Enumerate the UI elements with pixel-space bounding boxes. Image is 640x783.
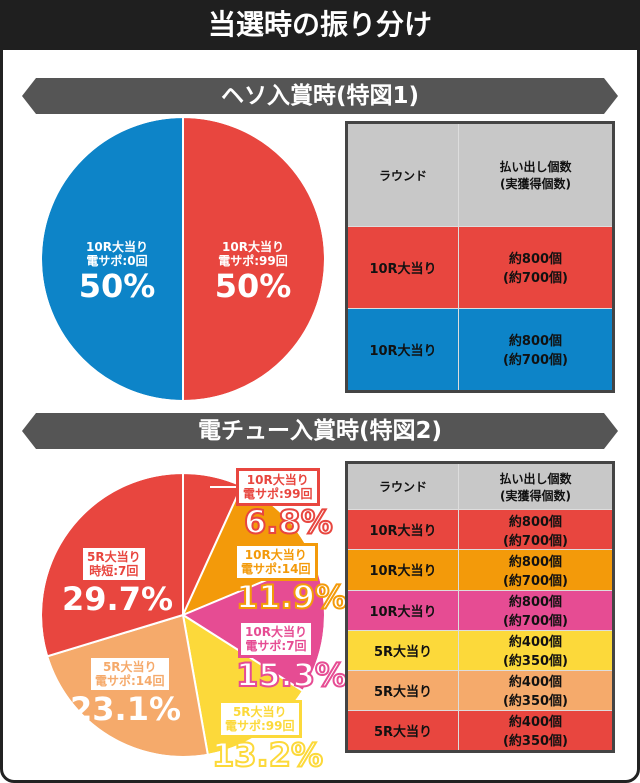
payout-cell: 約800個 (約700個) xyxy=(458,589,614,631)
table-row: 5R大当り 約400個 (約350個) xyxy=(346,669,614,711)
slice-label: 10R大当り xyxy=(222,240,284,254)
table-row: 5R大当り 約400個 (約350個) xyxy=(346,629,614,671)
slice-percent-5: 23.1% xyxy=(70,690,182,728)
slice-label-box-2: 10R大当り 電サポ:14回 xyxy=(234,543,318,581)
slice-percent-6: 29.7% xyxy=(62,580,174,618)
slice-percent: 50% xyxy=(78,267,156,305)
payout-table-2: ラウンド 払い出し個数 (実獲得個数) 10R大当り 約800個 (約700個) 10R大… xyxy=(345,461,615,753)
table-row: 5R大当り 約400個 (約350個) xyxy=(346,709,614,753)
slice-label-box-4: 5R大当り 電サポ:99回 xyxy=(218,700,302,738)
payout-cell: 約400個 (約350個) xyxy=(458,709,614,753)
payout-cell: 約800個 (約700個) xyxy=(458,226,614,309)
round-cell: 5R大当り xyxy=(346,669,459,711)
payout-cell: 約800個 (約700個) xyxy=(458,307,614,393)
section-title-2: 電チュー入賞時(特図2) xyxy=(22,413,618,449)
slice-label-box-5: 5R大当り 電サポ:14回 xyxy=(88,655,172,693)
slice-label-box-6: 5R大当り 時短:7回 xyxy=(80,545,148,583)
table-row: 10R大当り 約800個 (約700個) xyxy=(346,549,614,591)
payout-cell: 約400個 (約350個) xyxy=(458,669,614,711)
round-cell: 10R大当り xyxy=(346,549,459,591)
payout-cell: 約800個 (約700個) xyxy=(458,549,614,591)
slice-label-box-3: 10R大当り 電サポ:7回 xyxy=(238,620,314,658)
pie1-label-blue: 10R大当り 電サポ:0回 50% xyxy=(62,240,172,304)
table-row: 10R大当り 約800個 (約700個) xyxy=(346,589,614,631)
slice-label: 10R大当り xyxy=(86,240,148,254)
round-cell: 10R大当り xyxy=(346,589,459,631)
payout-cell: 約800個 (約700個) xyxy=(458,509,614,551)
pie2-outline xyxy=(40,472,326,758)
section-title-1: ヘソ入賞時(特図1) xyxy=(22,78,618,114)
pie1-outline xyxy=(40,116,326,402)
slice-percent-3: 15.3% xyxy=(235,656,348,694)
pie1-label-red: 10R大当り 電サポ:99回 50% xyxy=(198,240,308,304)
slice-percent-4: 13.2% xyxy=(211,736,324,774)
slice-percent-2: 11.9% xyxy=(235,578,348,616)
header-payout: 払い出し個数 (実獲得個数) xyxy=(458,461,614,511)
table-row: 10R大当り 約800個 (約700個) xyxy=(346,307,614,393)
round-cell: 10R大当り xyxy=(346,226,459,309)
slice-percent: 50% xyxy=(214,267,292,305)
table-row: 10R大当り 約800個 (約700個) xyxy=(346,226,614,309)
table-row: 10R大当り 約800個 (約700個) xyxy=(346,509,614,551)
payout-cell: 約400個 (約350個) xyxy=(458,629,614,671)
payout-table-1: ラウンド 払い出し個数 (実獲得個数) 10R大当り 約800個 (約700個) 10R大… xyxy=(345,121,615,393)
round-cell: 5R大当り xyxy=(346,709,459,753)
header-payout: 払い出し個数 (実獲得個数) xyxy=(458,121,614,228)
slice-sub: 電サポ:0回 xyxy=(86,254,148,268)
header-round: ラウンド xyxy=(346,461,459,511)
page-title: 当選時の振り分け xyxy=(0,0,640,50)
header-round: ラウンド xyxy=(346,121,459,228)
slice-percent-1: 6.8% xyxy=(243,503,334,541)
slice-label-box-1: 10R大当り 電サポ:99回 xyxy=(236,468,320,506)
round-cell: 10R大当り xyxy=(346,509,459,551)
round-cell: 5R大当り xyxy=(346,629,459,671)
round-cell: 10R大当り xyxy=(346,307,459,393)
slice-sub: 電サポ:99回 xyxy=(218,254,288,268)
